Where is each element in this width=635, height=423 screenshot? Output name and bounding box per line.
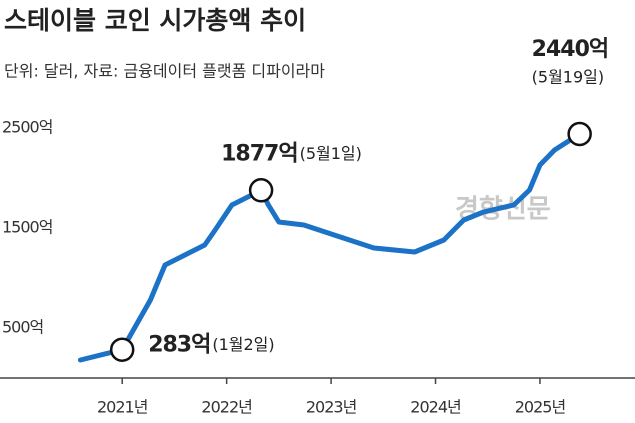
- x-tick-label: 2021년: [97, 398, 148, 417]
- annotation-label: 1877억: [221, 141, 297, 166]
- annotation-note: (1월2일): [212, 335, 274, 354]
- annotation-label: 2440억: [532, 37, 608, 62]
- y-tick-label: 2500억: [2, 118, 52, 137]
- annotation-label: 283억: [148, 333, 210, 358]
- point-marker: [248, 178, 274, 203]
- chart-subtitle: 단위: 달러, 자료: 금융데이터 플랫폼 디파이라마: [4, 62, 325, 81]
- chart-title: 스테이블 코인 시가총액 추이: [4, 6, 306, 35]
- x-tick-label: 2025년: [515, 398, 566, 417]
- x-tick-label: 2024년: [410, 398, 461, 417]
- point-marker: [567, 121, 592, 147]
- annotation-note: (5월1일): [300, 144, 362, 163]
- x-tick-label: 2023년: [306, 398, 357, 417]
- y-tick-label: 500억: [2, 318, 43, 337]
- point-marker: [109, 337, 135, 362]
- annotation-note: (5월19일): [532, 68, 604, 87]
- line: [77, 131, 583, 363]
- x-tick-label: 2022년: [201, 398, 252, 417]
- y-tick-label: 1500억: [2, 218, 52, 237]
